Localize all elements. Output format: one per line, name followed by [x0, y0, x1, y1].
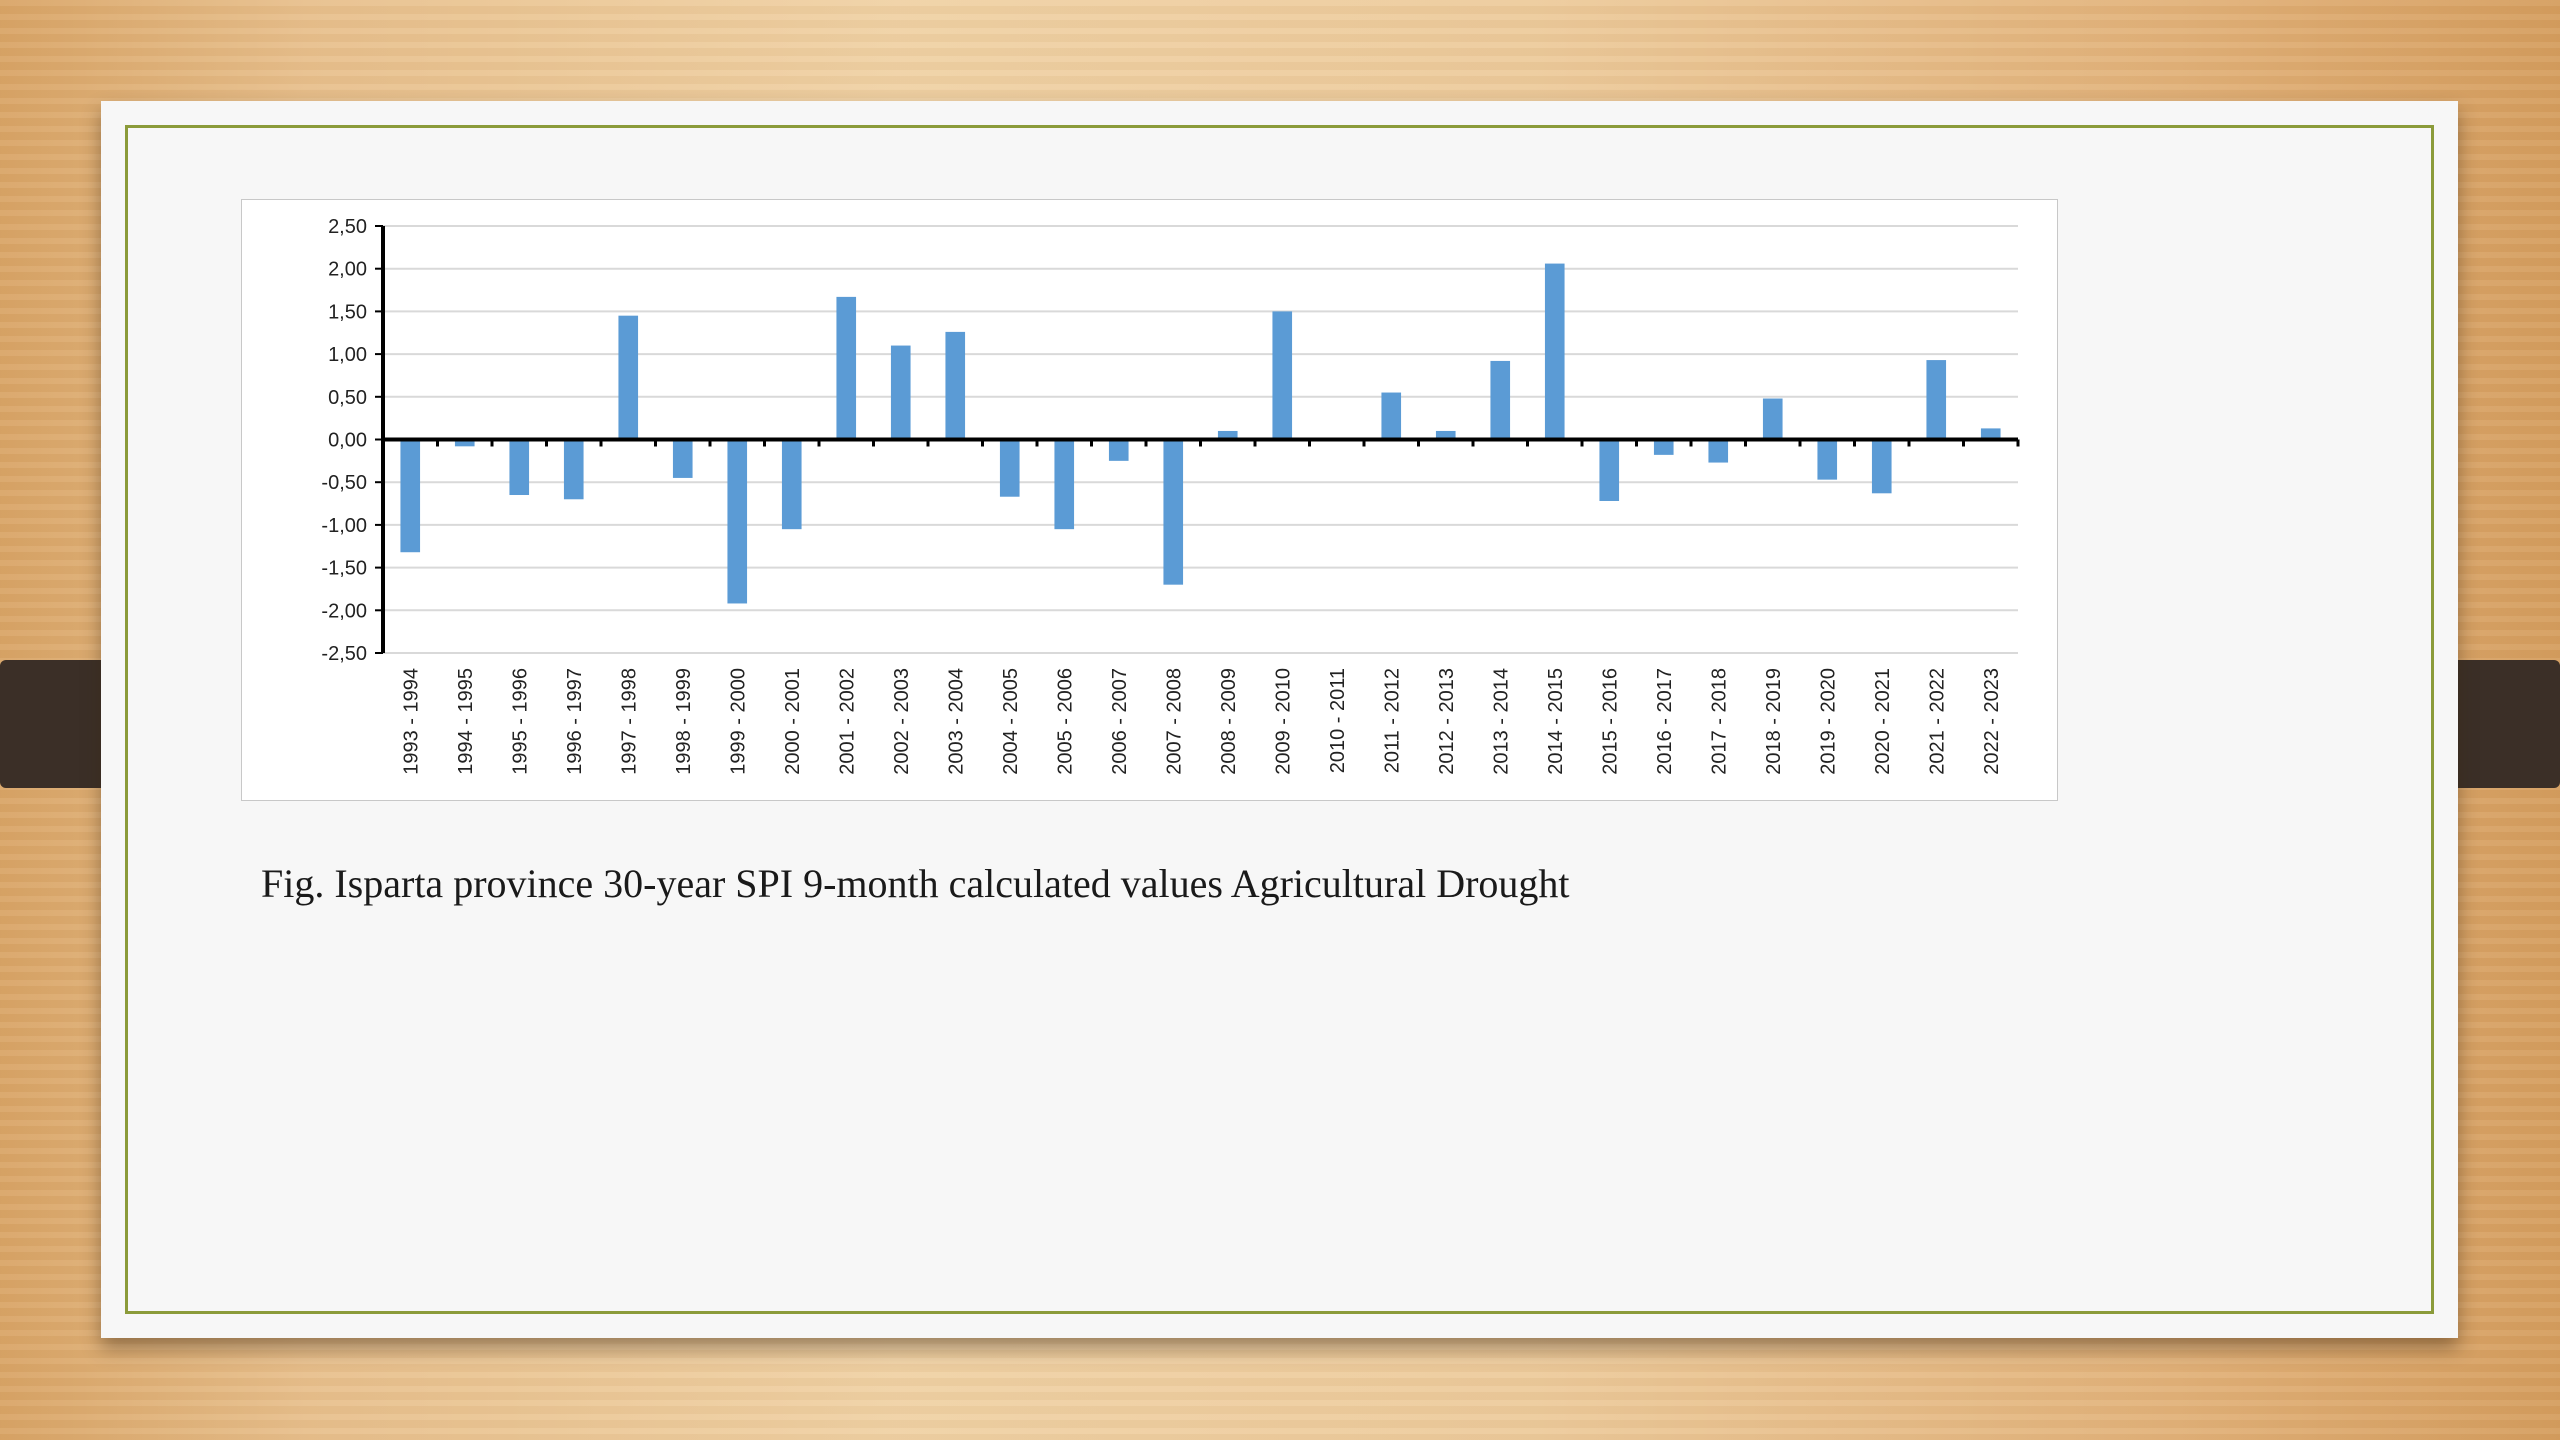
x-tick-label: 1995 - 1996: [509, 668, 531, 775]
y-tick-label: -2,50: [321, 643, 367, 665]
bar: [563, 439, 584, 500]
bar: [1653, 439, 1674, 455]
x-tick-label: 2018 - 2019: [1763, 668, 1785, 775]
bar: [1108, 439, 1129, 461]
x-tick-label: 2009 - 2010: [1272, 668, 1294, 775]
y-tick-label: 0,50: [328, 387, 367, 409]
bar: [1217, 430, 1238, 440]
y-tick-label: 1,50: [328, 301, 367, 323]
x-tick-label: 2010 - 2011: [1327, 668, 1349, 773]
y-tick-label: -0,50: [321, 472, 367, 494]
spi-bar-chart: 2,50 2,00 1,50 1,00 0,50 0,00 -0,50 -1,00 -1,50 -…: [241, 199, 2058, 801]
x-tick-label: 2002 - 2003: [891, 668, 913, 775]
x-tick-label: 1999 - 2000: [727, 668, 749, 775]
bar: [1054, 439, 1075, 530]
bar: [1980, 428, 2001, 440]
x-tick-label: 2005 - 2006: [1054, 668, 1076, 775]
y-tick-label: 2,50: [328, 216, 367, 238]
x-tick-label: 2017 - 2018: [1708, 668, 1730, 775]
bars: [400, 263, 2001, 604]
bar: [1381, 392, 1402, 440]
y-tick-label: -2,00: [321, 600, 367, 622]
x-tick-label: 2019 - 2020: [1817, 668, 1839, 775]
x-tick-label: 2016 - 2017: [1654, 668, 1676, 775]
x-tick-label: 2007 - 2008: [1163, 668, 1185, 775]
x-tick-label: 2012 - 2013: [1436, 668, 1458, 775]
x-tick-label: 1997 - 1998: [618, 668, 640, 775]
bar: [1272, 311, 1293, 440]
bar: [1926, 360, 1947, 440]
y-tick-label: -1,00: [321, 515, 367, 537]
x-tick-label: 2020 - 2021: [1872, 668, 1894, 775]
bar: [999, 439, 1020, 497]
bar: [672, 439, 693, 478]
bar: [1817, 439, 1838, 480]
y-tick-label: 2,00: [328, 259, 367, 281]
y-tick-labels: 2,50 2,00 1,50 1,00 0,50 0,00 -0,50 -1,00 -1,50 -…: [321, 216, 367, 665]
y-tick-label: 1,00: [328, 344, 367, 366]
bar: [1708, 439, 1729, 463]
x-tick-label: 2008 - 2009: [1218, 668, 1240, 775]
x-tick-label: 2001 - 2002: [836, 668, 858, 775]
x-tick-label: 1998 - 1999: [673, 668, 695, 775]
bar: [400, 439, 421, 553]
x-tick-label: 2014 - 2015: [1545, 668, 1567, 775]
bar: [454, 439, 475, 447]
x-tick-label: 2003 - 2004: [945, 668, 967, 775]
bar: [890, 345, 911, 440]
x-tick-label: 2021 - 2022: [1926, 668, 1948, 775]
x-tick-label: 2015 - 2016: [1599, 668, 1621, 775]
x-tick-labels: 1993 - 1994 1994 - 1995 1995 - 1996 1996 - …: [400, 668, 2003, 775]
bar: [1435, 430, 1456, 440]
bar: [1163, 439, 1184, 585]
bar: [1490, 360, 1511, 440]
x-tick-label: 2011 - 2012: [1381, 668, 1403, 773]
bar: [1599, 439, 1620, 501]
x-tick-label: 1996 - 1997: [564, 668, 586, 775]
bar: [727, 439, 748, 604]
x-tick-label: 2004 - 2005: [1000, 668, 1022, 775]
bar: [509, 439, 530, 496]
gridlines: [383, 225, 2018, 654]
bar: [781, 439, 802, 530]
y-tick-label: 0,00: [328, 430, 367, 452]
bar: [836, 296, 857, 440]
x-tick-label: 2022 - 2023: [1981, 668, 2003, 775]
chart-svg: 2,50 2,00 1,50 1,00 0,50 0,00 -0,50 -1,00 -1,50 -…: [321, 216, 2020, 775]
y-tick-label: -1,50: [321, 558, 367, 580]
bar: [618, 315, 639, 440]
x-tick-label: 1994 - 1995: [455, 668, 477, 775]
bar: [1871, 439, 1892, 494]
x-tick-label: 1993 - 1994: [400, 668, 422, 775]
axes: [375, 225, 2020, 654]
bar: [945, 331, 966, 440]
x-tick-label: 2013 - 2014: [1490, 668, 1512, 775]
bar: [1762, 398, 1783, 440]
x-tick-label: 2000 - 2001: [782, 668, 804, 775]
slide-border: [125, 125, 2434, 1314]
bar: [1544, 263, 1565, 440]
x-tick-label: 2006 - 2007: [1109, 668, 1131, 775]
figure-caption: Fig. Isparta province 30-year SPI 9-mont…: [261, 861, 1570, 906]
